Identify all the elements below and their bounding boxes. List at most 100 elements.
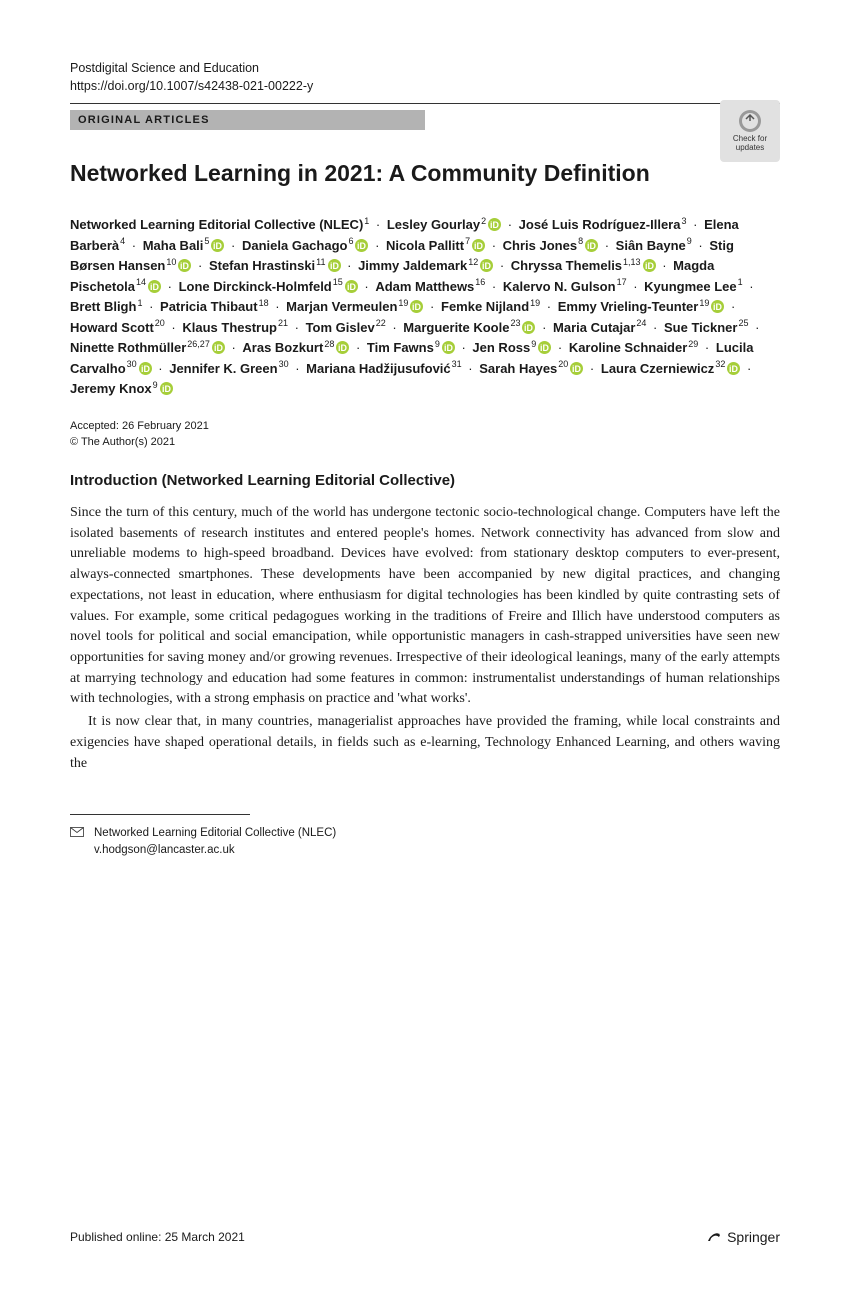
svg-text:iD: iD [358, 241, 367, 251]
top-rule [70, 103, 780, 104]
orcid-icon[interactable]: iD [326, 258, 341, 273]
orcid-icon[interactable]: iD [486, 217, 501, 232]
svg-text:iD: iD [729, 363, 738, 373]
doi: https://doi.org/10.1007/s42438-021-00222… [70, 78, 780, 96]
svg-text:iD: iD [141, 363, 150, 373]
corr-email: v.hodgson@lancaster.ac.uk [94, 842, 336, 859]
author: Marguerite Koole23iD [403, 320, 535, 335]
correspondence: Networked Learning Editorial Collective … [70, 825, 780, 858]
author: Maria Cutajar24 [553, 320, 646, 335]
orcid-icon[interactable]: iD [520, 320, 535, 335]
author: Jen Ross9iD [472, 340, 551, 355]
author: Lesley Gourlay2iD [387, 217, 501, 232]
svg-text:iD: iD [150, 281, 159, 291]
author: Jimmy Jaldemark12iD [358, 258, 493, 273]
section-heading: Introduction (Networked Learning Editori… [70, 472, 780, 489]
check-updates-badge[interactable]: Check for updates [720, 100, 780, 162]
svg-text:iD: iD [444, 343, 453, 353]
author: Stefan Hrastinski11iD [209, 258, 341, 273]
svg-text:iD: iD [525, 322, 534, 332]
author: Karoline Schnaider29 [569, 340, 699, 355]
orcid-icon[interactable]: iD [209, 238, 224, 253]
author: Lone Dirckinck-Holmfeld15iD [179, 279, 358, 294]
author: Networked Learning Editorial Collective … [70, 217, 369, 232]
author: Daniela Gachago6iD [242, 238, 369, 253]
orcid-icon[interactable]: iD [709, 299, 724, 314]
orcid-icon[interactable]: iD [641, 258, 656, 273]
svg-text:iD: iD [474, 241, 483, 251]
svg-text:iD: iD [338, 343, 347, 353]
svg-text:iD: iD [180, 261, 189, 271]
svg-text:iD: iD [330, 261, 339, 271]
copyright: © The Author(s) 2021 [70, 435, 780, 450]
svg-text:iD: iD [213, 241, 222, 251]
orcid-icon[interactable]: iD [440, 340, 455, 355]
author: Mariana Hadžijusufović31 [306, 361, 462, 376]
publisher-name: Springer [727, 1229, 780, 1245]
springer-horse-icon [705, 1228, 723, 1246]
author: Laura Czerniewicz32iD [601, 361, 740, 376]
svg-text:iD: iD [587, 241, 596, 251]
author: Siân Bayne9 [616, 238, 692, 253]
orcid-icon[interactable]: iD [158, 381, 173, 396]
mail-icon [70, 827, 84, 837]
header-meta: Postdigital Science and Education https:… [70, 60, 780, 95]
author: Howard Scott20 [70, 320, 165, 335]
orcid-icon[interactable]: iD [536, 340, 551, 355]
article-body: Since the turn of this century, much of … [70, 503, 780, 774]
orcid-icon[interactable]: iD [176, 258, 191, 273]
author: Emmy Vrieling-Teunter19iD [558, 299, 725, 314]
author: Kalervo N. Gulson17 [503, 279, 627, 294]
author: Maha Bali5iD [143, 238, 225, 253]
orcid-icon[interactable]: iD [568, 361, 583, 376]
orcid-icon[interactable]: iD [725, 361, 740, 376]
svg-text:iD: iD [482, 261, 491, 271]
orcid-icon[interactable]: iD [470, 238, 485, 253]
author: Sarah Hayes20iD [479, 361, 583, 376]
check-updates-icon [738, 109, 762, 133]
orcid-icon[interactable]: iD [146, 279, 161, 294]
svg-text:iD: iD [162, 384, 171, 394]
journal-name: Postdigital Science and Education [70, 60, 780, 78]
author: Sue Tickner25 [664, 320, 748, 335]
svg-text:iD: iD [540, 343, 549, 353]
author: Marjan Vermeulen19iD [286, 299, 423, 314]
article-category: ORIGINAL ARTICLES [70, 110, 425, 130]
author: Chryssa Themelis1,13iD [511, 258, 656, 273]
author: Jeremy Knox9iD [70, 381, 173, 396]
author: Tom Gislev22 [306, 320, 386, 335]
svg-text:iD: iD [412, 302, 421, 312]
orcid-icon[interactable]: iD [478, 258, 493, 273]
publisher-logo: Springer [705, 1228, 780, 1246]
svg-text:iD: iD [713, 302, 722, 312]
orcid-icon[interactable]: iD [408, 299, 423, 314]
author: Femke Nijland19 [441, 299, 540, 314]
article-title: Networked Learning in 2021: A Community … [70, 160, 780, 187]
orcid-icon[interactable]: iD [334, 340, 349, 355]
orcid-icon[interactable]: iD [137, 361, 152, 376]
author: Kyungmee Lee1 [644, 279, 743, 294]
orcid-icon[interactable]: iD [583, 238, 598, 253]
svg-text:iD: iD [490, 220, 499, 230]
accepted-date: Accepted: 26 February 2021 [70, 419, 780, 434]
author: Klaus Thestrup21 [182, 320, 288, 335]
publication-meta: Accepted: 26 February 2021 © The Author(… [70, 419, 780, 450]
author: Ninette Rothmüller26,27iD [70, 340, 225, 355]
paragraph-1: Since the turn of this century, much of … [70, 503, 780, 710]
orcid-icon[interactable]: iD [353, 238, 368, 253]
footer: Published online: 25 March 2021 Springer [70, 1228, 780, 1246]
svg-text:iD: iD [645, 261, 654, 271]
author: Jennifer K. Green30 [169, 361, 288, 376]
footnote-rule [70, 814, 250, 815]
author: Patricia Thibaut18 [160, 299, 269, 314]
orcid-icon[interactable]: iD [343, 279, 358, 294]
paragraph-2: It is now clear that, in many countries,… [70, 712, 780, 774]
author: Adam Matthews16 [375, 279, 485, 294]
svg-text:iD: iD [347, 281, 356, 291]
orcid-icon[interactable]: iD [210, 340, 225, 355]
corr-name: Networked Learning Editorial Collective … [94, 825, 336, 842]
author: Chris Jones8iD [503, 238, 598, 253]
author: José Luis Rodríguez-Illera3 [519, 217, 687, 232]
svg-text:iD: iD [572, 363, 581, 373]
published-online: Published online: 25 March 2021 [70, 1230, 245, 1244]
